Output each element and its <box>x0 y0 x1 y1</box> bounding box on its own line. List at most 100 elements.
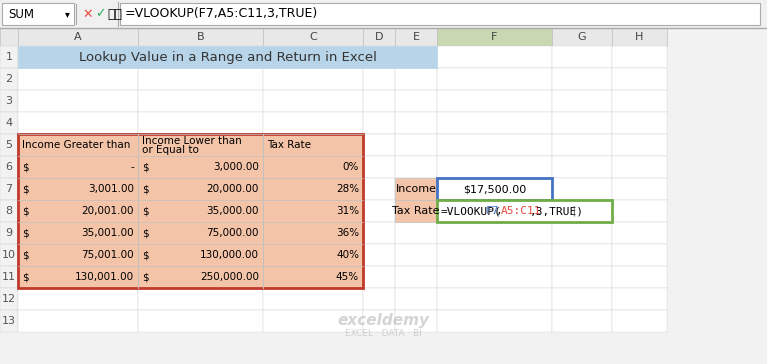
Text: 2: 2 <box>5 74 12 84</box>
Text: 7: 7 <box>5 184 12 194</box>
FancyBboxPatch shape <box>263 46 363 68</box>
Text: $: $ <box>142 184 149 194</box>
FancyBboxPatch shape <box>0 134 18 156</box>
FancyBboxPatch shape <box>138 266 263 288</box>
FancyBboxPatch shape <box>263 134 363 156</box>
FancyBboxPatch shape <box>18 244 363 266</box>
FancyBboxPatch shape <box>263 156 363 178</box>
FancyBboxPatch shape <box>18 310 138 332</box>
FancyBboxPatch shape <box>395 134 437 156</box>
FancyBboxPatch shape <box>363 28 395 46</box>
FancyBboxPatch shape <box>437 178 552 200</box>
Text: 𝑓𝑥: 𝑓𝑥 <box>107 8 122 20</box>
FancyBboxPatch shape <box>263 200 363 222</box>
FancyBboxPatch shape <box>138 134 263 156</box>
FancyBboxPatch shape <box>612 178 667 200</box>
FancyBboxPatch shape <box>18 156 363 178</box>
Text: $: $ <box>142 206 149 216</box>
FancyBboxPatch shape <box>552 156 612 178</box>
Text: 40%: 40% <box>336 250 359 260</box>
FancyBboxPatch shape <box>437 310 552 332</box>
FancyBboxPatch shape <box>363 178 395 200</box>
FancyBboxPatch shape <box>395 178 437 200</box>
Text: $: $ <box>22 206 28 216</box>
FancyBboxPatch shape <box>18 266 363 288</box>
FancyBboxPatch shape <box>395 200 437 222</box>
Text: Income Greater than: Income Greater than <box>22 140 130 150</box>
Text: A5:C11: A5:C11 <box>501 206 541 216</box>
Text: 45%: 45% <box>336 272 359 282</box>
FancyBboxPatch shape <box>395 288 437 310</box>
FancyBboxPatch shape <box>263 244 363 266</box>
FancyBboxPatch shape <box>0 46 18 68</box>
FancyBboxPatch shape <box>18 288 138 310</box>
Text: 3: 3 <box>5 96 12 106</box>
FancyBboxPatch shape <box>437 46 552 68</box>
FancyBboxPatch shape <box>612 222 667 244</box>
FancyBboxPatch shape <box>263 90 363 112</box>
FancyBboxPatch shape <box>18 244 138 266</box>
Text: $: $ <box>142 250 149 260</box>
FancyBboxPatch shape <box>437 200 612 222</box>
Text: 130,001.00: 130,001.00 <box>75 272 134 282</box>
FancyBboxPatch shape <box>395 68 437 90</box>
Text: ,3,TRUE): ,3,TRUE) <box>530 206 584 216</box>
FancyBboxPatch shape <box>138 178 263 200</box>
FancyBboxPatch shape <box>263 266 363 288</box>
FancyBboxPatch shape <box>138 288 263 310</box>
FancyBboxPatch shape <box>263 178 363 200</box>
FancyBboxPatch shape <box>437 178 552 200</box>
FancyBboxPatch shape <box>0 200 18 222</box>
Text: B: B <box>196 32 204 42</box>
FancyBboxPatch shape <box>18 46 138 68</box>
FancyBboxPatch shape <box>363 200 395 222</box>
Text: $: $ <box>142 162 149 172</box>
FancyBboxPatch shape <box>552 28 612 46</box>
Text: 20,000.00: 20,000.00 <box>206 184 259 194</box>
Text: 11: 11 <box>2 272 16 282</box>
FancyBboxPatch shape <box>18 28 138 46</box>
FancyBboxPatch shape <box>552 310 612 332</box>
FancyBboxPatch shape <box>0 28 18 46</box>
FancyBboxPatch shape <box>395 178 437 200</box>
Text: 9: 9 <box>5 228 12 238</box>
Text: H: H <box>635 32 644 42</box>
FancyBboxPatch shape <box>18 200 138 222</box>
FancyBboxPatch shape <box>0 68 18 90</box>
FancyBboxPatch shape <box>138 28 263 46</box>
FancyBboxPatch shape <box>18 222 363 244</box>
Text: $17,500.00: $17,500.00 <box>463 184 526 194</box>
FancyBboxPatch shape <box>612 200 667 222</box>
Text: 10: 10 <box>2 250 16 260</box>
FancyBboxPatch shape <box>552 134 612 156</box>
FancyBboxPatch shape <box>0 288 18 310</box>
FancyBboxPatch shape <box>395 310 437 332</box>
Text: 0%: 0% <box>343 162 359 172</box>
FancyBboxPatch shape <box>263 222 363 244</box>
Text: 35,000.00: 35,000.00 <box>206 206 259 216</box>
Text: $: $ <box>22 228 28 238</box>
Text: 36%: 36% <box>336 228 359 238</box>
Text: EXCEL · DATA · BI: EXCEL · DATA · BI <box>344 328 421 337</box>
FancyBboxPatch shape <box>138 68 263 90</box>
Text: =VLOOKUP(F7,A5:C11,3,TRUE): =VLOOKUP(F7,A5:C11,3,TRUE) <box>125 8 318 20</box>
FancyBboxPatch shape <box>363 288 395 310</box>
Text: 13: 13 <box>2 316 16 326</box>
FancyBboxPatch shape <box>437 200 552 222</box>
FancyBboxPatch shape <box>437 156 552 178</box>
FancyBboxPatch shape <box>363 310 395 332</box>
FancyBboxPatch shape <box>363 46 395 68</box>
FancyBboxPatch shape <box>18 200 363 222</box>
Text: Tax Rate: Tax Rate <box>267 140 311 150</box>
FancyBboxPatch shape <box>263 28 363 46</box>
FancyBboxPatch shape <box>612 134 667 156</box>
FancyBboxPatch shape <box>437 266 552 288</box>
FancyBboxPatch shape <box>2 3 74 25</box>
FancyBboxPatch shape <box>263 112 363 134</box>
Text: or Equal to: or Equal to <box>142 145 199 155</box>
FancyBboxPatch shape <box>395 266 437 288</box>
FancyBboxPatch shape <box>0 0 767 28</box>
Text: 75,001.00: 75,001.00 <box>81 250 134 260</box>
FancyBboxPatch shape <box>18 46 437 68</box>
FancyBboxPatch shape <box>18 134 138 156</box>
